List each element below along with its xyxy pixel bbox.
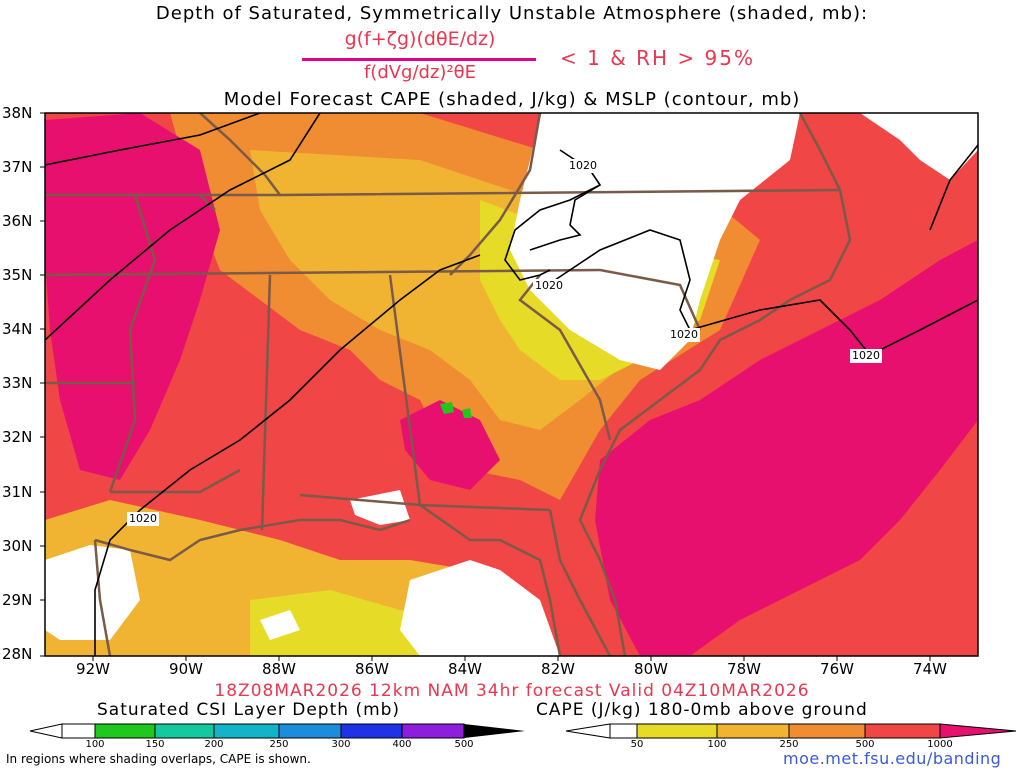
cape-tick: 500 (855, 739, 875, 750)
cape-tick: 100 (707, 739, 727, 750)
csi-tick: 200 (204, 739, 224, 750)
cape-1000-west (45, 113, 220, 480)
lat-label: 32N (2, 428, 33, 446)
contour-label: 1020 (129, 512, 157, 525)
lat-label: 37N (2, 158, 33, 176)
lat-label: 29N (2, 591, 33, 609)
lon-label: 88W (262, 660, 296, 678)
csi-tick: 250 (269, 739, 289, 750)
lon-label: 92W (76, 660, 110, 678)
lat-label: 38N (2, 104, 33, 122)
map-frame (44, 112, 979, 657)
lat-label: 36N (2, 212, 33, 230)
fraction-bar (302, 58, 536, 61)
cape-1000-gulf (400, 400, 500, 490)
lon-label: 86W (355, 660, 389, 678)
run-info: 18Z08MAR2026 12km NAM 34hr forecast Vali… (214, 681, 810, 701)
no-cape-region-ne (860, 113, 978, 180)
contour-label: 1020 (535, 279, 563, 292)
axis-ticks (40, 112, 931, 661)
lat-label: 31N (2, 483, 33, 501)
equation-condition: < 1 & RH > 95% (560, 46, 756, 70)
lon-label: 82W (541, 660, 575, 678)
no-cape-ms (350, 490, 410, 525)
equation-denominator: f(dVg/dz)²θE (363, 62, 477, 83)
lat-label: 35N (2, 266, 33, 284)
csi-tick: 300 (331, 739, 351, 750)
contour-label-boxes (127, 159, 882, 526)
csi-legend-title: Saturated CSI Layer Depth (mb) (97, 700, 401, 720)
contour-label: 1020 (569, 159, 597, 172)
contour-label: 1020 (852, 349, 880, 362)
no-cape-small-1 (260, 610, 300, 640)
csi-150-patch (440, 402, 472, 418)
csi-tick: 100 (85, 739, 105, 750)
csi-colorbar (29, 723, 525, 739)
cape-tick: 50 (630, 739, 644, 750)
chart-title-line1: Depth of Saturated, Symmetrically Unstab… (155, 3, 869, 24)
no-cape-la (45, 545, 140, 640)
csi-tick: 500 (454, 739, 474, 750)
footnote: In regions where shading overlaps, CAPE … (6, 752, 311, 766)
chart-title-line3: Model Forecast CAPE (shaded, J/kg) & MSL… (223, 89, 801, 110)
mslp-contours (45, 113, 978, 656)
csi-tick: 400 (392, 739, 412, 750)
cape-1000-atlantic (595, 240, 978, 656)
contour-label: 1020 (670, 328, 698, 341)
lon-label: 84W (448, 660, 482, 678)
no-cape-region-east (510, 113, 800, 370)
lat-label: 30N (2, 537, 33, 555)
lon-label: 90W (169, 660, 203, 678)
lat-label: 28N (2, 645, 33, 663)
cape-tick: 1000 (927, 739, 953, 750)
csi-tick: 150 (145, 739, 165, 750)
lon-label: 80W (634, 660, 668, 678)
lat-label: 34N (2, 320, 33, 338)
cape-tick: 250 (779, 739, 799, 750)
equation-numerator: g(f+ζg)(dθE/dz) (344, 28, 496, 50)
lon-label: 76W (820, 660, 854, 678)
source-url[interactable]: moe.met.fsu.edu/banding (783, 749, 1002, 768)
lon-label: 74W (913, 660, 947, 678)
lat-label: 33N (2, 374, 33, 392)
map-shading (45, 113, 978, 656)
lon-label: 78W (727, 660, 761, 678)
no-cape-gulf (400, 560, 560, 656)
cape-legend-title: CAPE (J/kg) 180-0mb above ground (536, 700, 868, 720)
cape-colorbar (565, 723, 1017, 739)
